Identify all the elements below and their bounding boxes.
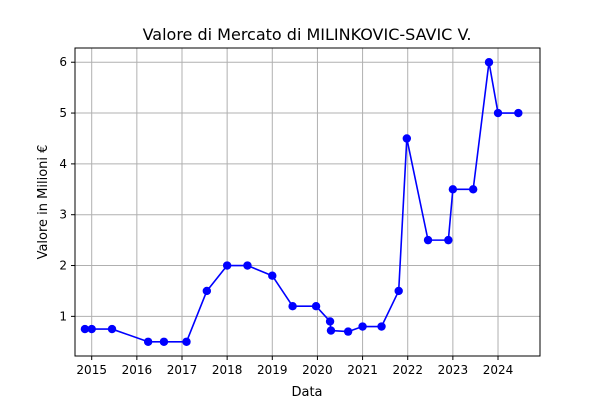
data-point-marker xyxy=(182,337,191,346)
data-point-marker xyxy=(311,301,321,311)
data-point-marker xyxy=(202,286,212,296)
x-axis-label: Data xyxy=(291,385,322,400)
data-point-marker xyxy=(493,108,503,118)
x-tick-label: 2017 xyxy=(167,363,198,377)
data-point-marker xyxy=(484,58,494,67)
data-point-marker xyxy=(423,235,433,245)
y-tick-label: 5 xyxy=(59,106,67,120)
x-tick-label: 2019 xyxy=(257,363,288,377)
data-point-marker xyxy=(325,317,335,326)
grid xyxy=(75,48,540,356)
data-point-marker xyxy=(326,326,336,335)
x-axis-ticks: 2015 2016 2017 2018 2019 2020 2021 2022 2023 2024 xyxy=(76,356,513,377)
y-axis-label: Valore in Milioni € xyxy=(36,145,51,260)
y-tick-label: 3 xyxy=(59,208,67,222)
data-point-marker xyxy=(358,322,367,331)
data-point-marker xyxy=(107,324,117,334)
data-point-marker xyxy=(394,286,403,296)
x-tick-label: 2021 xyxy=(347,363,378,377)
x-tick-label: 2024 xyxy=(483,363,514,377)
chart-title: Valore di Mercato di MILINKOVIC-SAVIC V. xyxy=(143,25,472,44)
x-tick-label: 2018 xyxy=(212,363,243,377)
series-layer xyxy=(80,58,523,346)
x-tick-label: 2022 xyxy=(392,363,423,377)
data-point-marker xyxy=(222,261,232,270)
data-point-marker xyxy=(402,134,412,143)
data-point-marker xyxy=(448,185,458,194)
plot-area-frame xyxy=(74,47,541,357)
data-point-marker xyxy=(514,108,523,118)
x-tick-label: 2020 xyxy=(302,363,333,377)
data-point-marker xyxy=(243,261,252,270)
y-tick-label: 1 xyxy=(59,309,67,323)
y-tick-label: 4 xyxy=(59,157,67,171)
x-tick-label: 2023 xyxy=(438,363,469,377)
data-point-marker xyxy=(377,322,386,331)
data-point-marker xyxy=(159,337,169,346)
data-point-marker xyxy=(468,185,478,194)
data-point-marker xyxy=(343,327,353,336)
data-point-marker xyxy=(288,301,297,311)
data-point-marker xyxy=(87,324,96,334)
data-point-marker xyxy=(143,337,153,346)
x-tick-label: 2016 xyxy=(122,363,153,377)
data-point-marker xyxy=(444,235,453,245)
x-tick-label: 2015 xyxy=(76,363,107,377)
y-axis-ticks: 1 2 3 4 5 6 xyxy=(59,55,75,323)
y-tick-label: 2 xyxy=(59,259,67,273)
y-tick-label: 6 xyxy=(59,55,67,69)
data-point-marker xyxy=(268,271,277,280)
data-point-marker xyxy=(80,324,90,334)
